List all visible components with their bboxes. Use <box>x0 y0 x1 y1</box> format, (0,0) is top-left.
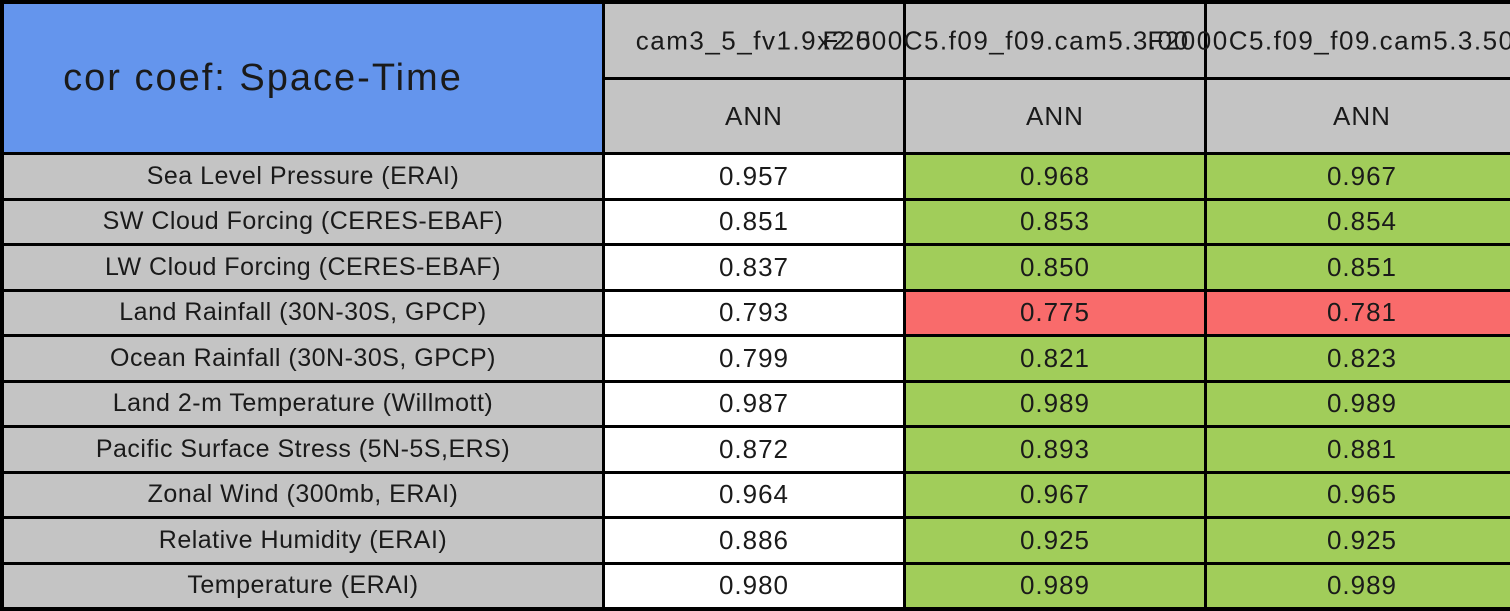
value-cell: 0.854 <box>1207 200 1510 243</box>
variable-label: Relative Humidity (ERAI) <box>158 525 448 554</box>
value: 0.886 <box>718 524 790 555</box>
value: 0.989 <box>1019 388 1091 419</box>
variable-label-cell: Relative Humidity (ERAI) <box>4 519 602 562</box>
variable-label: Temperature (ERAI) <box>187 571 419 600</box>
value-cell: 0.793 <box>605 291 903 334</box>
value-cell: 0.957 <box>605 155 903 198</box>
value: 0.957 <box>718 160 790 191</box>
variable-label: Land 2-m Temperature (Willmott) <box>112 389 494 418</box>
season-header-cell-3: ANN <box>1207 80 1510 152</box>
model-name-1: cam3_5_fv1.9x2.5 <box>635 25 873 55</box>
value: 0.775 <box>1019 297 1091 328</box>
value: 0.989 <box>1326 570 1398 601</box>
season-header-cell-2: ANN <box>906 80 1204 152</box>
value: 0.987 <box>718 388 790 419</box>
season-label-1: ANN <box>725 100 783 131</box>
model-name-2: F2000C5.f09_f09.cam5.3.00 <box>822 25 1190 55</box>
value-cell: 0.964 <box>605 473 903 516</box>
value-cell: 0.821 <box>906 337 1204 380</box>
variable-label: Land Rainfall (30N-30S, GPCP) <box>119 298 487 327</box>
value-cell: 0.886 <box>605 519 903 562</box>
value-cell: 0.989 <box>1207 382 1510 425</box>
variable-label: Ocean Rainfall (30N-30S, GPCP) <box>110 343 496 372</box>
model-header-cell-3: F2000C5.f09_f09.cam5.3.50 <box>1147 4 1510 77</box>
value: 0.781 <box>1326 297 1398 328</box>
value-cell: 0.851 <box>605 200 903 243</box>
variable-label-cell: Temperature (ERAI) <box>4 564 602 607</box>
season-label-3: ANN <box>1333 100 1391 131</box>
value: 0.799 <box>718 342 790 373</box>
value-cell: 0.775 <box>906 291 1204 334</box>
value-cell: 0.893 <box>906 428 1204 471</box>
value: 0.964 <box>718 479 790 510</box>
table-title: cor coef: Space-Time <box>63 56 463 99</box>
value-cell: 0.781 <box>1207 291 1510 334</box>
value: 0.837 <box>718 251 790 282</box>
value: 0.850 <box>1019 251 1091 282</box>
season-header-cell-1: ANN <box>605 80 903 152</box>
value-cell: 0.853 <box>906 200 1204 243</box>
variable-label: Pacific Surface Stress (5N-5S,ERS) <box>95 434 511 463</box>
model-name-3: F2000C5.f09_f09.cam5.3.50 <box>1147 25 1510 55</box>
value-cell: 0.989 <box>906 564 1204 607</box>
value: 0.980 <box>718 570 790 601</box>
value-cell: 0.989 <box>1207 564 1510 607</box>
value-cell: 0.881 <box>1207 428 1510 471</box>
variable-label-cell: SW Cloud Forcing (CERES-EBAF) <box>4 200 602 243</box>
value: 0.851 <box>718 206 790 237</box>
value: 0.925 <box>1019 524 1091 555</box>
variable-label: SW Cloud Forcing (CERES-EBAF) <box>102 207 504 236</box>
value-cell: 0.925 <box>906 519 1204 562</box>
model-header-cell-2: F2000C5.f09_f09.cam5.3.00 <box>822 4 1204 77</box>
value: 0.821 <box>1019 342 1091 373</box>
value-cell: 0.823 <box>1207 337 1510 380</box>
value: 0.965 <box>1326 479 1398 510</box>
value: 0.967 <box>1326 160 1398 191</box>
value-cell: 0.980 <box>605 564 903 607</box>
variable-label-cell: Land 2-m Temperature (Willmott) <box>4 382 602 425</box>
variable-label-cell: Sea Level Pressure (ERAI) <box>4 155 602 198</box>
value-cell: 0.965 <box>1207 473 1510 516</box>
variable-label: LW Cloud Forcing (CERES-EBAF) <box>104 252 502 281</box>
value: 0.872 <box>718 433 790 464</box>
value: 0.881 <box>1326 433 1398 464</box>
value: 0.851 <box>1326 251 1398 282</box>
value-cell: 0.967 <box>906 473 1204 516</box>
variable-label-cell: Pacific Surface Stress (5N-5S,ERS) <box>4 428 602 471</box>
value: 0.968 <box>1019 160 1091 191</box>
value-cell: 0.872 <box>605 428 903 471</box>
season-label-2: ANN <box>1026 100 1084 131</box>
value-cell: 0.837 <box>605 246 903 289</box>
value-cell: 0.968 <box>906 155 1204 198</box>
value: 0.823 <box>1326 342 1398 373</box>
value-cell: 0.850 <box>906 246 1204 289</box>
variable-label-cell: Ocean Rainfall (30N-30S, GPCP) <box>4 337 602 380</box>
table-title-cell: cor coef: Space-Time <box>4 4 602 152</box>
value-cell: 0.799 <box>605 337 903 380</box>
value: 0.925 <box>1326 524 1398 555</box>
variable-label: Sea Level Pressure (ERAI) <box>146 161 460 190</box>
value-cell: 0.967 <box>1207 155 1510 198</box>
value: 0.967 <box>1019 479 1091 510</box>
value: 0.793 <box>718 297 790 328</box>
value: 0.893 <box>1019 433 1091 464</box>
value-cell: 0.987 <box>605 382 903 425</box>
value: 0.853 <box>1019 206 1091 237</box>
variable-label: Zonal Wind (300mb, ERAI) <box>147 480 459 509</box>
value-cell: 0.925 <box>1207 519 1510 562</box>
value: 0.989 <box>1326 388 1398 419</box>
value: 0.989 <box>1019 570 1091 601</box>
value-cell: 0.989 <box>906 382 1204 425</box>
value-cell: 0.851 <box>1207 246 1510 289</box>
variable-label-cell: Land Rainfall (30N-30S, GPCP) <box>4 291 602 334</box>
value: 0.854 <box>1326 206 1398 237</box>
variable-label-cell: Zonal Wind (300mb, ERAI) <box>4 473 602 516</box>
model-header-cell-1: cam3_5_fv1.9x2.5 <box>605 4 903 77</box>
variable-label-cell: LW Cloud Forcing (CERES-EBAF) <box>4 246 602 289</box>
